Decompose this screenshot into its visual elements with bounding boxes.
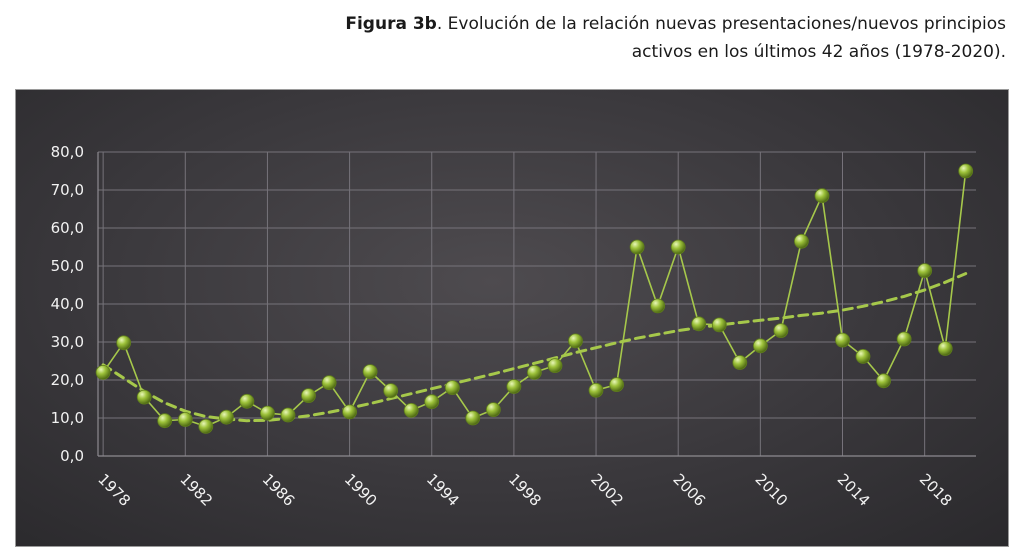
data-point bbox=[259, 405, 275, 421]
figure-caption: Figura 3b. Evolución de la relación nuev… bbox=[306, 10, 1006, 66]
data-point bbox=[958, 163, 974, 179]
caption-text: . Evolución de la relación nuevas presen… bbox=[436, 14, 1006, 62]
data-point bbox=[218, 409, 234, 425]
data-point bbox=[876, 373, 891, 389]
data-point bbox=[568, 333, 583, 349]
data-point bbox=[917, 263, 933, 279]
data-point bbox=[383, 383, 399, 399]
y-tick-label: 0,0 bbox=[60, 447, 84, 465]
data-point bbox=[814, 188, 830, 204]
data-point bbox=[198, 418, 214, 434]
x-tick-label: 1978 bbox=[94, 470, 134, 510]
data-point bbox=[547, 358, 563, 374]
y-tick-label: 50,0 bbox=[51, 257, 84, 275]
data-point bbox=[732, 355, 748, 370]
data-point bbox=[116, 335, 132, 351]
y-tick-label: 10,0 bbox=[51, 409, 84, 427]
data-point bbox=[136, 389, 152, 405]
x-tick-label: 2010 bbox=[752, 470, 792, 510]
data-point bbox=[896, 331, 912, 347]
data-point bbox=[835, 332, 850, 348]
x-tick-label: 2018 bbox=[916, 470, 956, 510]
y-tick-label: 60,0 bbox=[51, 219, 84, 237]
grid bbox=[98, 151, 976, 456]
x-tick-label: 1986 bbox=[259, 470, 299, 510]
data-point bbox=[794, 233, 809, 249]
data-point bbox=[301, 388, 316, 404]
axes bbox=[97, 152, 976, 457]
data-point bbox=[321, 375, 337, 391]
data-point bbox=[691, 316, 707, 332]
data-point bbox=[424, 394, 440, 410]
y-axis-tick-labels: 0,0 10,0 20,0 30,0 40,0 50,0 60,0 70,0 80,0 bbox=[51, 143, 84, 465]
trend-line-series bbox=[101, 272, 968, 423]
data-point bbox=[753, 338, 768, 354]
data-point bbox=[629, 239, 645, 255]
data-point bbox=[95, 364, 111, 380]
data-point bbox=[239, 393, 255, 409]
data-point bbox=[670, 239, 686, 255]
data-point bbox=[157, 413, 173, 429]
data-line bbox=[102, 170, 967, 428]
x-tick-label: 1994 bbox=[423, 470, 463, 510]
x-axis-tick-labels: 1978 1982 1986 1990 1994 1998 2002 2006 2010 2014… bbox=[94, 470, 955, 510]
data-point bbox=[588, 382, 604, 398]
data-point bbox=[177, 412, 193, 427]
data-line-series bbox=[102, 170, 967, 428]
data-point bbox=[444, 380, 460, 396]
line-chart: 0,0 10,0 20,0 30,0 40,0 50,0 60,0 70,0 80,0 1978… bbox=[51, 143, 976, 510]
x-tick-label: 2014 bbox=[834, 470, 874, 510]
data-point bbox=[403, 402, 419, 418]
data-point bbox=[465, 410, 481, 426]
caption-lead: Figura 3b bbox=[345, 14, 437, 34]
data-point bbox=[506, 379, 522, 394]
data-point bbox=[527, 364, 542, 380]
y-tick-label: 40,0 bbox=[51, 295, 84, 313]
data-point bbox=[937, 341, 953, 356]
data-point bbox=[711, 317, 727, 333]
data-point bbox=[773, 323, 789, 339]
data-point bbox=[485, 402, 501, 418]
trend-line bbox=[101, 272, 968, 423]
data-point bbox=[609, 377, 624, 393]
x-tick-label: 1990 bbox=[341, 470, 381, 510]
data-point bbox=[342, 404, 358, 420]
y-tick-label: 20,0 bbox=[51, 371, 84, 389]
y-tick-label: 30,0 bbox=[51, 333, 84, 351]
x-tick-label: 2006 bbox=[669, 470, 709, 510]
data-point bbox=[855, 348, 871, 364]
data-point bbox=[280, 407, 296, 423]
x-tick-label: 1982 bbox=[176, 470, 216, 510]
data-point bbox=[650, 298, 666, 314]
x-tick-label: 1998 bbox=[505, 470, 545, 510]
chart-panel: 0,0 10,0 20,0 30,0 40,0 50,0 60,0 70,0 80,0 1978… bbox=[15, 89, 1009, 547]
x-tick-label: 2002 bbox=[587, 470, 627, 510]
y-tick-label: 80,0 bbox=[51, 143, 84, 161]
data-point bbox=[362, 364, 378, 380]
data-markers bbox=[95, 163, 974, 434]
y-tick-label: 70,0 bbox=[51, 181, 84, 199]
